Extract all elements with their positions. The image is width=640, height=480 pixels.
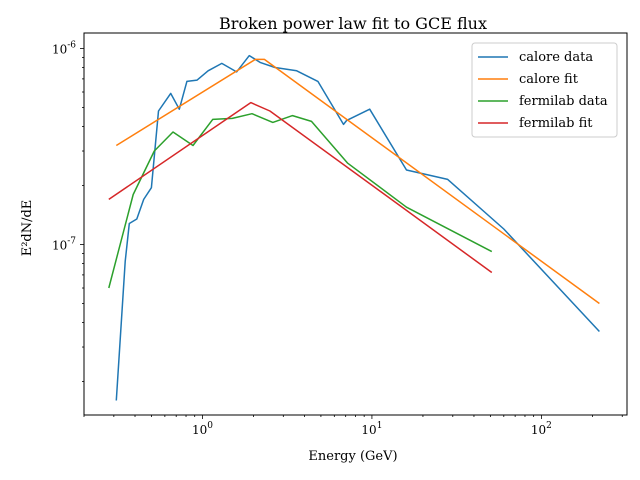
y-tick-label: 10-6	[52, 41, 76, 57]
series-layer	[108, 54, 600, 401]
legend-label: fermilab fit	[519, 116, 593, 131]
x-tick-label: 100	[192, 421, 213, 437]
y-axis-label: E²dN/dE	[20, 200, 35, 257]
legend: calore data calore fit fermilab data fermil…	[471, 42, 618, 138]
legend-label: calore fit	[519, 72, 579, 87]
series-line-0	[115, 54, 600, 401]
x-tick-label: 102	[531, 421, 552, 437]
legend-label: calore data	[519, 50, 593, 65]
series-line-3	[108, 101, 493, 274]
x-axis-label: Energy (GeV)	[308, 449, 397, 464]
series-line-2	[108, 112, 493, 289]
series-line-1	[115, 58, 600, 305]
chart-title: Broken power law fit to GCE flux	[219, 14, 487, 33]
legend-label: fermilab data	[519, 94, 608, 109]
tick-layer: 100 101 102 10-7 10-6	[52, 41, 623, 437]
y-tick-label: 10-7	[52, 237, 76, 253]
x-tick-label: 101	[361, 421, 382, 437]
legend-box	[471, 42, 618, 138]
